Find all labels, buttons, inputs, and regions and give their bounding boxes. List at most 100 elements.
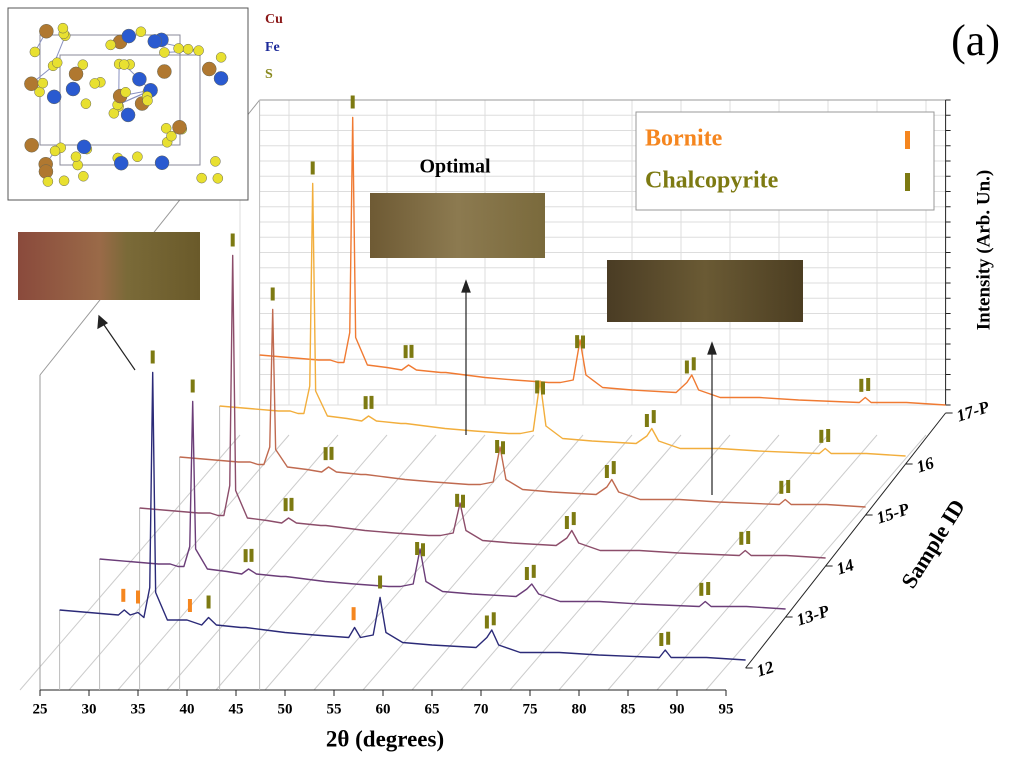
atom <box>106 40 116 50</box>
x-tick-label: 70 <box>474 701 489 717</box>
x-tick-label: 95 <box>719 701 734 717</box>
legend-marker <box>905 131 910 149</box>
atom <box>216 52 226 62</box>
atom <box>59 176 69 186</box>
peak-marker <box>605 465 609 478</box>
photo <box>370 193 545 258</box>
peak-marker <box>699 583 703 596</box>
atom <box>50 146 60 156</box>
peak-marker <box>645 414 649 427</box>
grid-line <box>69 435 289 690</box>
peak-marker <box>191 380 195 393</box>
x-tick-label: 60 <box>376 701 391 717</box>
atom <box>132 152 142 162</box>
peak-marker <box>525 567 529 580</box>
spectrum-line <box>100 402 786 610</box>
peak-marker <box>244 549 248 562</box>
element-label: S <box>265 67 273 82</box>
peak-marker <box>652 410 656 423</box>
arrow-head <box>708 343 716 354</box>
atom <box>77 140 91 154</box>
atom <box>132 72 146 86</box>
z-tick-label: 16 <box>914 453 937 476</box>
atom <box>43 177 53 187</box>
peak-marker <box>290 498 294 511</box>
x-axis-title: 2θ (degrees) <box>326 726 444 751</box>
x-tick-label: 55 <box>327 701 342 717</box>
legend-label: Bornite <box>645 126 723 152</box>
peak-marker <box>231 234 235 247</box>
grid-line <box>706 435 926 690</box>
grid-line <box>265 435 485 690</box>
x-tick-label: 50 <box>278 701 293 717</box>
atom <box>52 58 62 68</box>
peak-marker <box>826 429 830 442</box>
z-tick-label: 14 <box>834 555 856 578</box>
peak-marker <box>746 531 750 544</box>
atom <box>66 82 80 96</box>
peak-marker <box>786 480 790 493</box>
peak-marker <box>685 361 689 374</box>
peak-marker <box>706 582 710 595</box>
atom <box>202 62 216 76</box>
spectrum-line <box>60 373 746 661</box>
peak-marker <box>455 494 459 507</box>
z-tick-label: 17-P <box>954 397 992 425</box>
peak-marker <box>866 378 870 391</box>
photo <box>607 260 803 322</box>
atom <box>166 131 176 141</box>
x-tick-label: 25 <box>33 701 48 717</box>
peak-marker <box>666 632 670 645</box>
peak-marker <box>311 162 315 175</box>
peak-marker <box>250 549 254 562</box>
x-tick-label: 80 <box>572 701 587 717</box>
peak-marker <box>271 288 275 301</box>
peak-marker <box>421 543 425 556</box>
chart: Optimal Cu Fe S (a) Intensity (Arb. Un.)… <box>0 0 1021 760</box>
atom <box>213 173 223 183</box>
peak-marker <box>612 461 616 474</box>
x-tick-label: 65 <box>425 701 440 717</box>
atom <box>210 156 220 166</box>
peak-marker <box>370 396 374 409</box>
peak-marker <box>572 512 576 525</box>
spectrum-line <box>180 310 866 508</box>
peak-marker <box>330 447 334 460</box>
atom <box>121 108 135 122</box>
atom <box>122 29 136 43</box>
grid-line <box>461 435 681 690</box>
peak-marker <box>121 589 125 602</box>
atom <box>78 171 88 181</box>
atom <box>81 99 91 109</box>
atom <box>136 27 146 37</box>
peak-marker <box>415 542 419 555</box>
grid-line <box>510 435 730 690</box>
peak-marker <box>188 599 192 612</box>
grid-line <box>412 435 632 690</box>
grid-line <box>608 435 828 690</box>
z-tick-label: 15-P <box>874 499 912 527</box>
peak-marker <box>364 396 368 409</box>
atom <box>142 96 152 106</box>
x-tick-label: 85 <box>621 701 636 717</box>
peak-marker <box>532 565 536 578</box>
peak-marker <box>324 447 328 460</box>
peak-marker <box>692 357 696 370</box>
atom <box>148 34 162 48</box>
peak-marker <box>495 440 499 453</box>
atom <box>157 65 171 79</box>
peak-marker <box>819 430 823 443</box>
peak-marker <box>351 96 355 109</box>
atom <box>24 77 38 91</box>
peak-marker <box>501 441 505 454</box>
atom <box>39 165 53 179</box>
atom <box>47 90 61 104</box>
atom <box>119 60 129 70</box>
element-label: Fe <box>265 40 280 55</box>
peak-marker <box>859 379 863 392</box>
atom <box>90 78 100 88</box>
peak-marker <box>151 351 155 364</box>
x-tick-label: 75 <box>523 701 538 717</box>
peak-marker <box>541 382 545 395</box>
atom <box>121 87 131 97</box>
